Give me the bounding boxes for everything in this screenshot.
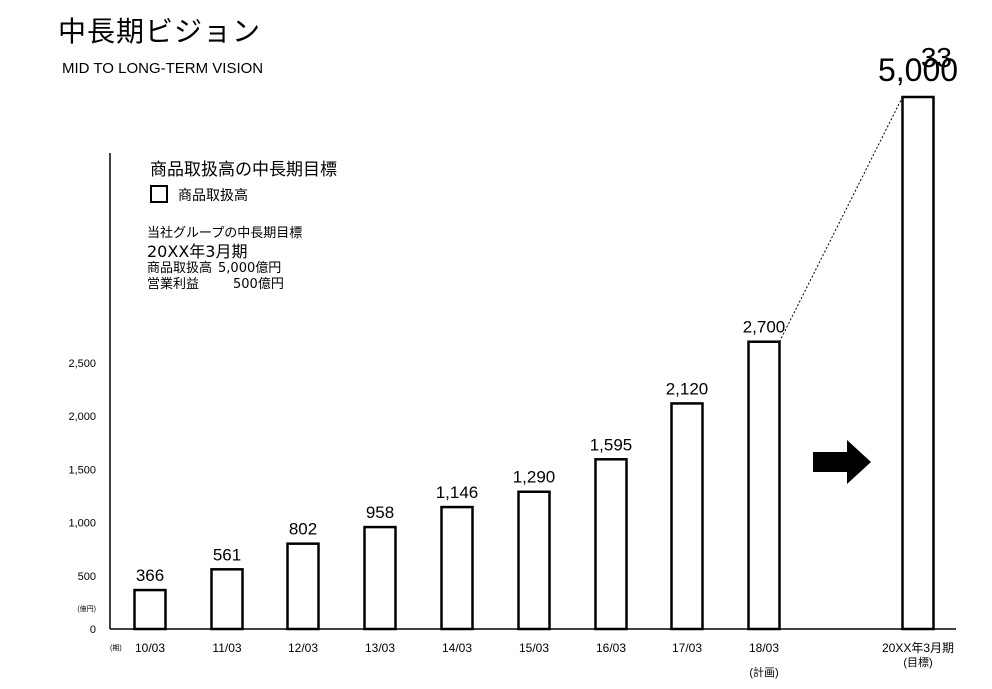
target-period: 20XX年3月期 <box>147 242 248 261</box>
y-tick-label: 1,500 <box>68 464 96 476</box>
bar-value-label: 1,290 <box>513 468 556 487</box>
bar <box>286 542 320 631</box>
target-op-row: 営業利益 500億円 <box>147 277 302 293</box>
bar <box>363 525 397 631</box>
bar-value-label: 802 <box>289 520 317 539</box>
target-note: 当社グループの中長期目標 20XX年3月期 商品取扱高 5,000億円 営業利益 5… <box>147 226 302 293</box>
bar-value-label: 1,146 <box>436 483 479 502</box>
target-sales-row: 商品取扱高 5,000億円 <box>147 261 302 277</box>
bar-value-label: 2,700 <box>743 318 786 337</box>
legend-swatch <box>150 185 168 203</box>
x-tick-label: 17/03 <box>672 641 702 655</box>
page-title: 中長期ビジョン <box>58 15 262 48</box>
target-op-value: 500億円 <box>233 277 284 292</box>
period-label: (期) <box>110 644 122 652</box>
target-heading: 当社グループの中長期目標 <box>147 226 303 241</box>
bar <box>594 458 628 631</box>
page-number: 33 <box>920 42 952 73</box>
bar <box>901 95 935 631</box>
y-tick-label: 2,500 <box>68 358 96 370</box>
bar-value-label: 1,595 <box>590 435 633 454</box>
bar <box>210 568 244 631</box>
x-tick-label: 10/03 <box>135 641 165 655</box>
bar <box>747 340 781 631</box>
x-tick-label: 12/03 <box>288 641 318 655</box>
x-tick-note: (計画) <box>749 665 778 679</box>
bar-value-label: 2,120 <box>666 379 709 398</box>
right-arrow-icon <box>813 440 871 484</box>
target-sales-value: 5,000億円 <box>218 261 282 276</box>
y-tick-label: 1,000 <box>68 518 96 530</box>
x-tick-label: 16/03 <box>596 641 626 655</box>
bar <box>133 588 167 631</box>
y-tick-label: 500 <box>78 571 96 583</box>
x-tick-label: 13/03 <box>365 641 395 655</box>
legend-label: 商品取扱高 <box>178 188 248 204</box>
bar-value-label: 5,000 <box>878 52 958 88</box>
bar <box>517 490 551 631</box>
y-tick-label: 2,000 <box>68 411 96 423</box>
target-sales-label: 商品取扱高 <box>147 261 213 276</box>
x-tick-note: (目標) <box>903 655 932 669</box>
x-tick-label: 18/03 <box>749 641 779 655</box>
bar-value-label: 958 <box>366 503 394 522</box>
x-tick-label: 20XX年3月期 <box>882 641 954 655</box>
bar-value-label: 366 <box>136 566 164 585</box>
page-subtitle: MID TO LONG-TERM VISION <box>62 60 264 77</box>
chart-title: 商品取扱高の中長期目標 <box>150 160 337 180</box>
x-tick-label: 15/03 <box>519 641 549 655</box>
bar <box>670 402 704 631</box>
x-tick-label: 11/03 <box>212 641 241 655</box>
y-tick-label: 0 <box>90 624 96 636</box>
target-op-label: 営業利益 <box>147 277 200 292</box>
bar <box>440 505 474 631</box>
bar-value-label: 561 <box>213 545 241 564</box>
unit-label: (億円) <box>77 604 96 613</box>
x-tick-label: 14/03 <box>442 641 472 655</box>
trend-connector <box>779 96 903 342</box>
